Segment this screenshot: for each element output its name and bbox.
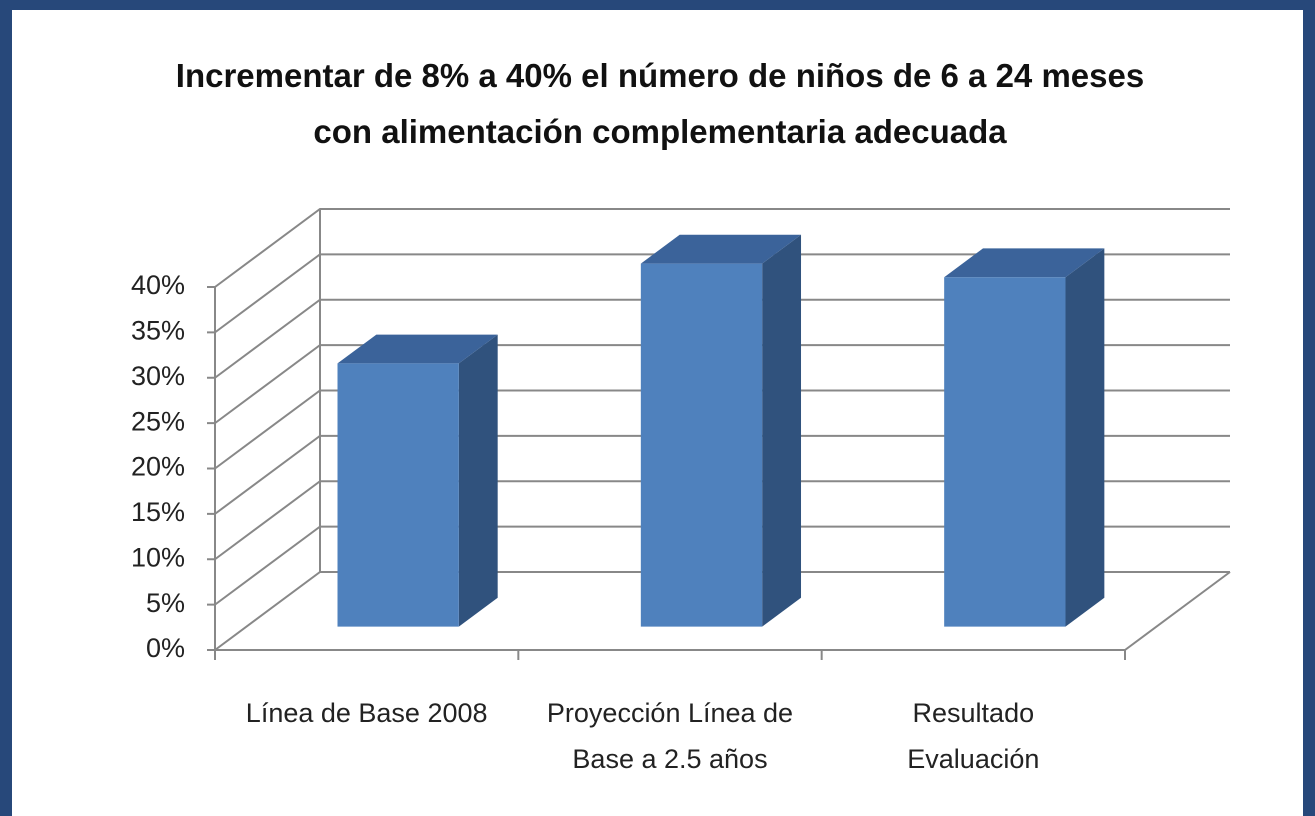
bar-side	[458, 334, 498, 627]
bar-front	[337, 363, 459, 627]
bar-top	[944, 248, 1105, 278]
grid-line	[214, 480, 1230, 561]
chart-title: Incrementar de 8% a 40% el número de niñ…	[175, 57, 1145, 150]
x-tick-label: Proyección Línea de Base a 2.5 años	[546, 698, 794, 774]
grid-line	[214, 253, 1230, 334]
y-tick-label: 35%	[131, 316, 185, 346]
y-tick-label: 30%	[131, 361, 185, 391]
grid-line	[214, 389, 1230, 470]
bar	[337, 334, 498, 627]
x-tick-label: Resultado Evaluación	[907, 698, 1040, 774]
grid-line	[214, 298, 1230, 379]
y-tick-label: 10%	[131, 542, 185, 572]
y-tick-label: 20%	[131, 452, 185, 482]
bar	[640, 234, 802, 627]
y-tick-label: 0%	[146, 633, 185, 663]
y-tick-label: 40%	[131, 270, 185, 300]
grid-line	[214, 208, 1230, 288]
bar-top	[337, 334, 498, 364]
y-tick-label: 5%	[146, 588, 185, 618]
bar	[944, 248, 1105, 627]
grid-line	[214, 571, 1230, 651]
y-tick-label: 15%	[131, 497, 185, 527]
y-tick-label: 25%	[131, 406, 185, 436]
grid-line	[214, 434, 1230, 515]
floor-edge	[1124, 571, 1231, 651]
bar-front	[944, 277, 1066, 627]
grid-line	[214, 525, 1230, 606]
bar-side	[1065, 248, 1105, 627]
bar-front	[640, 263, 763, 627]
bar-side	[762, 234, 802, 627]
bar-top	[640, 234, 802, 264]
x-tick-label: Línea de Base 2008	[245, 698, 488, 728]
grid-line	[214, 344, 1230, 424]
